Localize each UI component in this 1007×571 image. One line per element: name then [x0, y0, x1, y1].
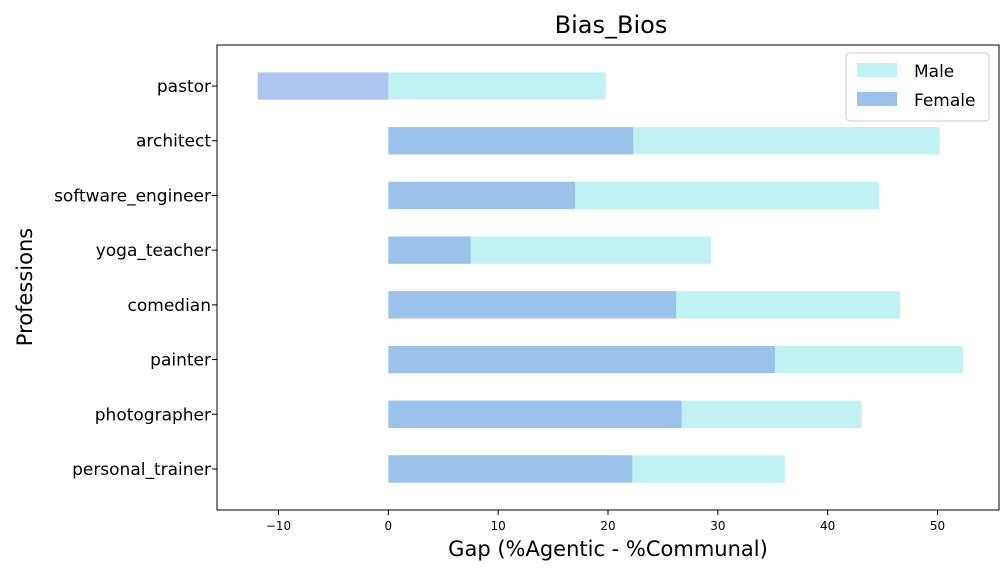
legend-label-male: Male — [914, 62, 954, 82]
x-tick-label: 20 — [600, 519, 615, 533]
x-axis-label: Gap (%Agentic - %Communal) — [448, 537, 768, 561]
legend-label-female: Female — [914, 91, 975, 111]
x-tick-label: 40 — [820, 519, 835, 533]
y-tick-label: photographer — [95, 405, 211, 425]
bar-female-painter — [388, 345, 775, 374]
chart-title: Bias_Bios — [555, 11, 668, 39]
y-tick-label: software_engineer — [54, 186, 211, 206]
bar-female-yoga_teacher — [388, 236, 471, 264]
y-tick-label: comedian — [128, 296, 211, 316]
legend-swatch-male — [857, 63, 897, 77]
x-tick-label: 10 — [491, 519, 506, 533]
x-ticks-group: −10 0 10 20 30 40 50 — [266, 510, 945, 533]
x-tick-label: 50 — [930, 519, 945, 533]
y-tick-label: yoga_teacher — [96, 241, 211, 261]
bar-male-pastor — [388, 72, 606, 100]
y-axis-label: Professions — [13, 228, 37, 346]
y-tick-label: painter — [150, 351, 211, 371]
bar-female-architect — [388, 127, 634, 155]
y-tick-label: pastor — [157, 77, 211, 97]
x-tick-label: 30 — [710, 519, 725, 533]
legend-swatch-female — [857, 92, 897, 106]
legend: Male Female — [845, 52, 990, 122]
bar-female-pastor — [257, 72, 389, 100]
bar-female-photographer — [388, 400, 682, 428]
bars-group — [257, 72, 963, 483]
x-tick-label: −10 — [266, 519, 291, 533]
bar-female-software_engineer — [388, 181, 576, 210]
x-tick-label: 0 — [385, 519, 393, 533]
y-tick-label: personal_trainer — [72, 460, 211, 480]
bar-female-personal_trainer — [388, 455, 633, 483]
bar-female-comedian — [388, 291, 677, 319]
y-ticks-group: pastor architect software_engineer yoga_tea… — [54, 77, 217, 480]
plot-frame — [216, 44, 1000, 511]
y-tick-label: architect — [136, 132, 211, 152]
